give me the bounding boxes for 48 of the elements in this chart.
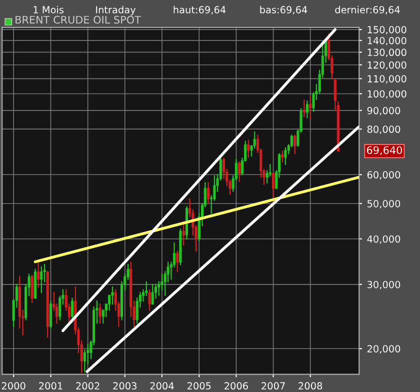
x-tick-label: 2001 [39, 382, 62, 390]
x-tick-label: 2006 [224, 382, 248, 390]
y-tick-label: 140,000 [368, 36, 406, 46]
y-tick-label: 120,000 [368, 61, 406, 70]
candlestick [40, 266, 43, 294]
candlestick [306, 100, 308, 118]
x-tick-label: 2008 [298, 382, 322, 390]
candlestick [247, 140, 250, 158]
candlestick [49, 300, 52, 328]
x-tick-label: 2003 [113, 382, 136, 390]
candlestick [148, 289, 151, 311]
y-tick-label: 80,000 [367, 126, 400, 134]
y-tick-label: 60,000 [367, 171, 400, 180]
text: dernier:69,64 [335, 6, 400, 14]
x-tick-label: 2000 [2, 382, 26, 390]
y-tick-label: 100,000 [368, 90, 406, 99]
text: bas:69,64 [260, 6, 308, 14]
candlestick [294, 134, 296, 154]
candlestick [111, 286, 114, 305]
y-tick-label: 50,000 [367, 200, 400, 208]
y-tick-label: 40,000 [367, 235, 400, 244]
y-tick-label: 90,000 [367, 106, 400, 116]
text: 1 Mois [34, 6, 64, 14]
x-tick-label: 2002 [76, 382, 100, 390]
y-tick-label: 150,000 [368, 26, 406, 34]
y-tick-label: 20,000 [367, 345, 400, 354]
x-tick-label: 2004 [150, 382, 174, 390]
x-tick-label: 2007 [262, 382, 285, 390]
candlestick [30, 274, 34, 303]
x-tick-label: 2005 [187, 382, 211, 390]
y-tick-label: 130,000 [368, 48, 406, 58]
candlestick [98, 304, 102, 324]
candlestick [206, 182, 210, 204]
candlestick [176, 250, 179, 272]
candlestick [70, 298, 74, 320]
annotation: 69,640 [366, 146, 402, 156]
candlestick [151, 284, 154, 305]
text: haut:69,64 [174, 6, 226, 14]
candlestick [238, 161, 241, 182]
chart-title: BRENT CRUDE OIL SPOT [16, 16, 141, 24]
candlestick [281, 150, 284, 163]
y-tick-label: 30,000 [367, 280, 400, 290]
candlestick [272, 172, 275, 202]
candlestick [302, 100, 306, 118]
candlestick [284, 147, 287, 165]
candlestick [309, 96, 312, 120]
y-tick-label: 110,000 [368, 75, 406, 84]
text: Intraday [96, 6, 136, 16]
